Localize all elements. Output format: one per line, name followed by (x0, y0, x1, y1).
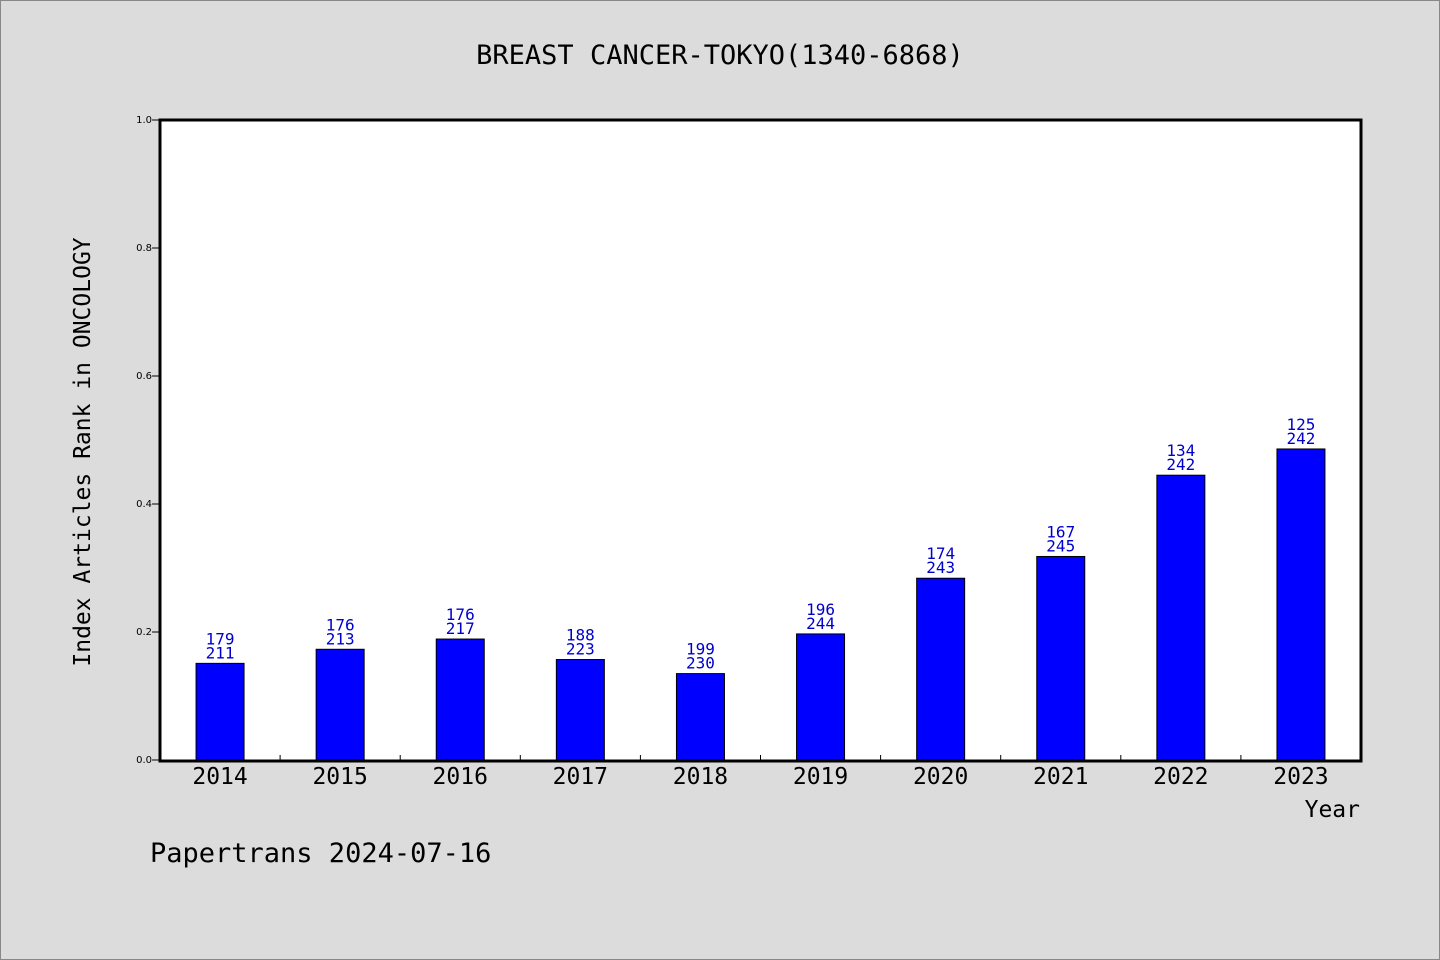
data-label-bottom: 242 (1286, 429, 1315, 448)
bar-2016 (435, 638, 485, 761)
data-label-bottom: 242 (1166, 455, 1195, 474)
bar-2017 (555, 659, 605, 761)
plot-frame (158, 118, 1363, 763)
bar-2021 (1036, 555, 1086, 761)
data-label-bottom: 243 (926, 558, 955, 577)
data-label-top: 179 (206, 629, 235, 648)
data-label-bottom: 230 (686, 654, 715, 673)
x-tick-label: 2019 (793, 764, 848, 790)
x-tick-label: 2018 (673, 764, 728, 790)
data-label-bottom: 213 (326, 629, 355, 648)
data-label-bottom: 223 (566, 640, 595, 659)
y-tick-label: 0.0 (136, 755, 152, 766)
data-label-bottom: 217 (446, 619, 475, 638)
y-axis-label: Index Articles Rank in ONCOLOGY (70, 237, 96, 666)
y-tick-label: 0.4 (136, 499, 152, 510)
data-label-bottom: 244 (806, 614, 835, 633)
data-label-bottom: 211 (206, 643, 235, 662)
bar-2022 (1156, 474, 1206, 761)
data-label-bottom: 245 (1046, 536, 1075, 555)
bar-2019 (796, 633, 846, 761)
y-tick-label: 0.2 (136, 627, 152, 638)
x-tick-label: 2016 (433, 764, 488, 790)
bar-2018 (675, 673, 725, 761)
x-tick-label: 2014 (192, 764, 247, 790)
y-tick-label: 0.8 (136, 243, 152, 254)
x-axis-label: Year (1305, 797, 1360, 823)
data-label-top: 125 (1286, 415, 1315, 434)
bar-2015 (315, 648, 365, 761)
data-label-top: 134 (1166, 441, 1195, 460)
footer-text: Papertrans 2024-07-16 (150, 838, 491, 869)
x-tick-label: 2017 (553, 764, 608, 790)
y-tick-label: 0.6 (136, 371, 152, 382)
data-label-top: 167 (1046, 522, 1075, 541)
data-label-top: 188 (566, 626, 595, 645)
bar-2020 (916, 577, 966, 761)
data-label-top: 176 (326, 615, 355, 634)
x-tick-label: 2020 (913, 764, 968, 790)
bar-2014 (195, 662, 245, 761)
x-tick-label: 2022 (1153, 764, 1208, 790)
y-tick-label: 1.0 (136, 115, 152, 126)
x-tick-label: 2021 (1033, 764, 1088, 790)
data-label-top: 176 (446, 605, 475, 624)
data-label-top: 174 (926, 544, 955, 563)
bar-2023 (1276, 448, 1326, 761)
chart-title: BREAST CANCER-TOKYO(1340-6868) (476, 40, 964, 71)
x-tick-label: 2015 (312, 764, 367, 790)
x-tick-label: 2023 (1273, 764, 1328, 790)
x-axis: 2014 2015 2016 2017 2018 2019 2020 2021 2022 2023 (192, 755, 1329, 790)
data-label-top: 196 (806, 600, 835, 619)
data-label-top: 199 (686, 640, 715, 659)
bars-group (195, 448, 1326, 761)
